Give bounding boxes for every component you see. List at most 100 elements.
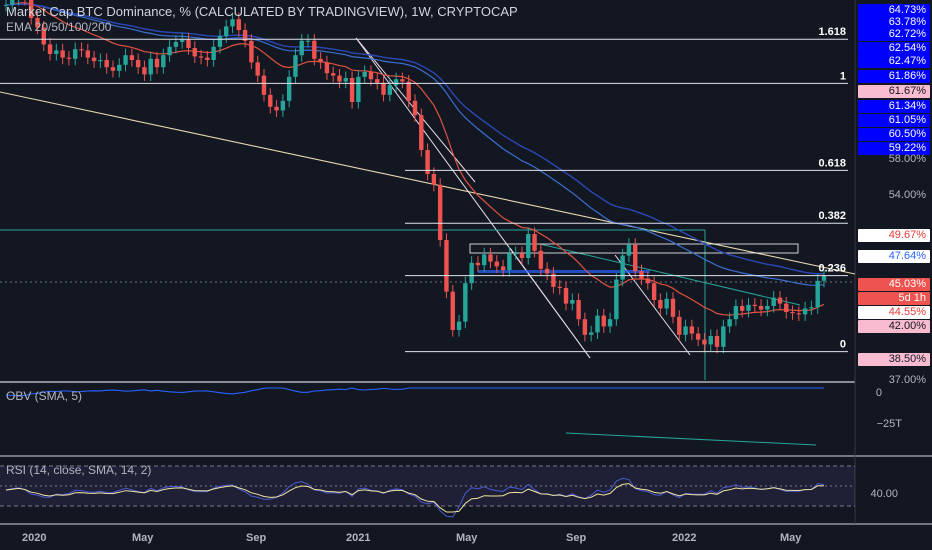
candle-body — [588, 332, 594, 335]
candle-body — [689, 326, 695, 334]
candle-body — [677, 316, 682, 335]
price-tag: 37.00% — [888, 374, 926, 386]
candle-body — [494, 261, 499, 267]
price-tag: 63.78% — [858, 16, 930, 29]
candle-body — [179, 39, 185, 42]
candle-body — [148, 58, 153, 75]
candle-body — [507, 253, 512, 270]
candle-body — [198, 56, 204, 58]
rsi-axis-tick: 40.00 — [870, 488, 898, 500]
x-tick-label: Sep — [246, 532, 267, 544]
fib-label: 0.618 — [818, 157, 846, 169]
candle-body — [733, 306, 739, 320]
candle-body — [47, 44, 53, 54]
fib-label: 0 — [840, 339, 846, 351]
rsi-label[interactable]: RSI (14, close, SMA, 14, 2) — [6, 463, 152, 477]
fib-label: 1.618 — [818, 26, 846, 38]
candle-body — [205, 57, 210, 60]
candle-body — [224, 26, 229, 36]
price-tag: 47.64% — [858, 250, 930, 263]
price-tag: 61.34% — [858, 100, 930, 113]
candle-body — [10, 0, 15, 5]
price-tag: 61.67% — [858, 85, 930, 98]
candle-body — [349, 78, 355, 102]
candle-body — [230, 19, 235, 27]
candle-body — [425, 150, 430, 174]
candle-body — [727, 319, 732, 327]
candle-body — [444, 240, 449, 292]
candle-body — [242, 30, 248, 41]
candle-body — [740, 306, 745, 311]
ema-lines — [5, 2, 825, 316]
candle-body — [331, 73, 336, 76]
candle-body — [431, 174, 437, 185]
rsi-pane — [0, 465, 855, 518]
candle-body — [626, 244, 632, 256]
candle-body — [488, 254, 493, 262]
candle-body — [595, 315, 600, 333]
drawings — [0, 37, 856, 380]
candle-body — [406, 81, 411, 101]
candle-body — [91, 57, 97, 62]
candle-body — [393, 79, 399, 86]
candle-body — [3, 4, 9, 6]
obv-line — [5, 387, 824, 397]
candle-body — [173, 42, 179, 47]
candle-body — [563, 288, 569, 304]
obv-label[interactable]: OBV (SMA, 5) — [6, 389, 83, 403]
candle-body — [557, 286, 562, 288]
candle-body — [658, 300, 663, 309]
indicator-legend[interactable]: EMA 20/50/100/200 — [6, 20, 112, 34]
candle-body — [614, 279, 619, 320]
candle-body — [821, 276, 827, 281]
candle-body — [268, 94, 273, 107]
fib-label: 1 — [840, 70, 846, 82]
candle-body — [815, 280, 820, 308]
candle-body — [702, 339, 707, 345]
price-tag: 42.00% — [858, 320, 930, 333]
x-tick-label: May — [132, 532, 154, 544]
candle-body — [708, 336, 713, 345]
candle-body — [280, 100, 286, 111]
candle-body — [771, 297, 776, 306]
candle-body — [620, 255, 625, 280]
price-tag: 61.86% — [858, 70, 930, 83]
price-tag: 59.22% — [858, 142, 930, 155]
candle-body — [381, 82, 386, 95]
price-tag: 61.05% — [858, 114, 930, 127]
candle-body — [217, 36, 223, 47]
candle-body — [305, 40, 311, 42]
candle-body — [714, 336, 720, 347]
candle-body — [790, 312, 795, 314]
candle-body — [356, 76, 361, 102]
candle-body — [85, 50, 90, 58]
candle-body — [482, 254, 487, 266]
candle-body — [312, 40, 317, 59]
candle-body — [387, 85, 393, 95]
candle-body — [368, 72, 374, 80]
price-tag: 62.47% — [858, 55, 930, 68]
candle-body — [60, 50, 65, 58]
candle-body — [192, 48, 197, 57]
candle-body — [450, 291, 455, 330]
candle-body — [142, 67, 147, 75]
trendline-b — [509, 247, 591, 359]
candle-body — [255, 62, 260, 76]
price-tag: 58.00% — [888, 153, 926, 165]
obv-trendline — [565, 432, 817, 446]
candle-body — [66, 57, 72, 59]
candle-body — [639, 271, 644, 279]
candle-body — [104, 60, 109, 68]
candle-body — [249, 40, 254, 63]
ema-200-line — [5, 3, 824, 275]
candle-body — [375, 79, 380, 83]
candle-body — [98, 60, 103, 62]
candle-body — [41, 27, 46, 45]
candle-body — [544, 268, 550, 274]
candle-body — [129, 55, 135, 60]
price-tag: 49.67% — [858, 229, 930, 242]
candle-body — [54, 50, 59, 54]
candle-body — [796, 313, 802, 315]
